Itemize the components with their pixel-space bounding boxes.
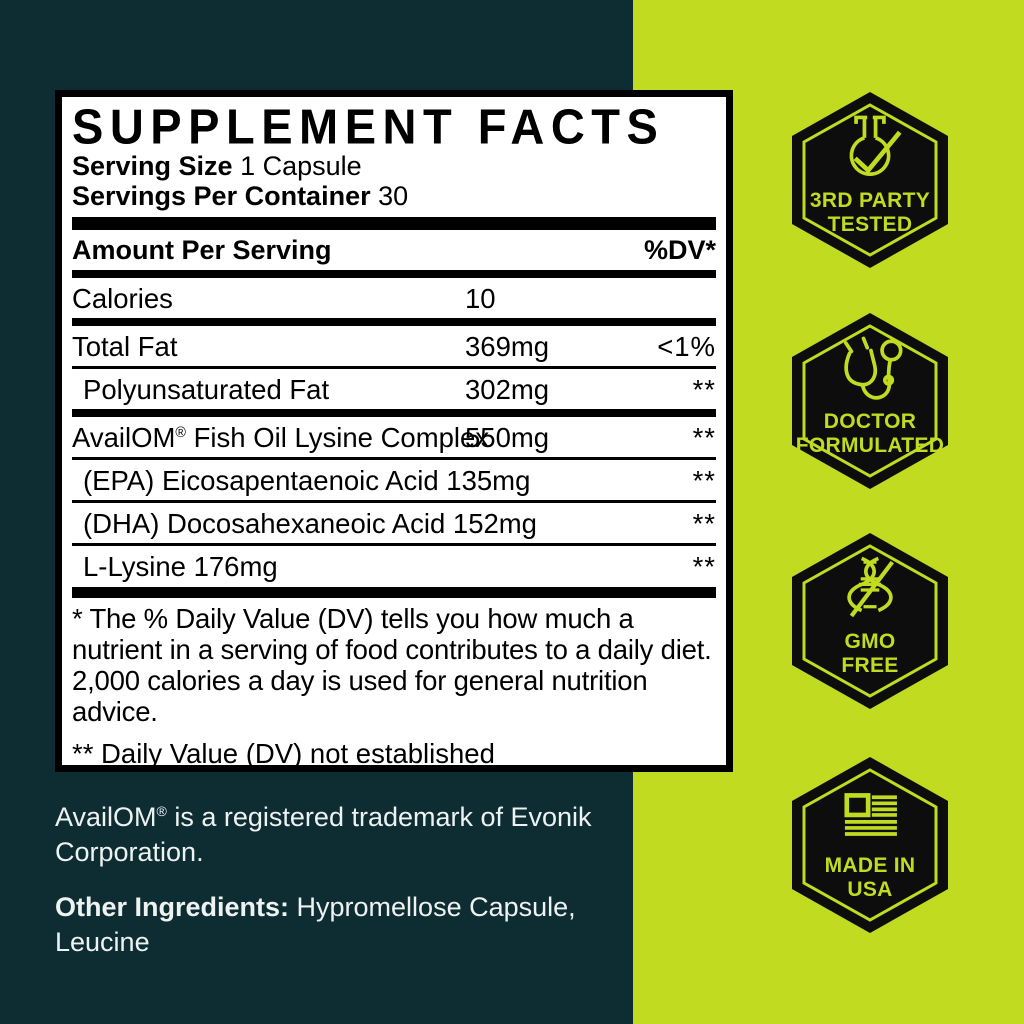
trademark-note: AvailOM® is a registered trademark of Ev… [55,802,592,867]
badge-3rd-party-tested: 3RD PARTY TESTED [792,92,948,268]
table-row-availom-complex: AvailOM® Fish Oil Lysine Complex 550mg *… [72,422,716,453]
table-row-total-fat: Total Fat 369mg <1% [72,331,716,362]
dv-not-established-footnote: ** Daily Value (DV) not established [72,738,495,769]
divider-medium [72,270,716,278]
other-ingredients-value: Hypromellose Capsule, Leucine [55,892,576,957]
table-row-calories: Calories 10 [72,283,496,314]
badge-gmo-free: GMO FREE [792,533,948,709]
servings-per-container-label: Servings Per Container [72,181,371,211]
servings-per-container-line: Servings Per Container 30 [72,181,716,211]
serving-size-value: 1 Capsule [240,151,362,181]
usa-flag-icon [844,793,897,836]
badge-made-in-usa: MADE IN USA [792,757,948,933]
table-row-polyunsaturated-fat: Polyunsaturated Fat 302mg ** [83,374,716,405]
dna-strikethrough-icon [847,556,894,618]
servings-per-container-value: 30 [378,181,409,211]
divider-medium [72,318,716,326]
table-row-l-lysine: L-Lysine 176mg ** [83,551,716,582]
divider-thin [72,366,716,369]
divider-thin [72,457,716,460]
table-row-epa: (EPA) Eicosapentaenoic Acid 135mg ** [83,465,716,496]
table-header-row: Amount Per Serving %DV* [72,232,716,269]
other-ingredients: Other Ingredients: Hypromellose Capsule,… [55,890,595,960]
divider-bottom-thick [72,587,716,598]
badge-label: MADE IN USA [824,854,916,901]
serving-size-label: Serving Size [72,151,233,181]
other-ingredients-label: Other Ingredients: [55,892,290,922]
badge-label: 3RD PARTY TESTED [809,189,931,236]
amount-per-serving-header: Amount Per Serving [72,235,332,265]
panel-title: SUPPLEMENT FACTS [72,98,665,155]
hexagon-shape [792,92,948,268]
table-row-dha: (DHA) Docosahexaneoic Acid 152mg ** [83,508,716,539]
flask-check-icon [849,115,902,176]
divider-thin [72,500,716,503]
divider-thin [72,543,716,546]
registered-mark: ® [156,803,167,819]
hexagon-shape [792,757,948,933]
hexagon-shape [792,313,948,489]
supplement-facts-panel: SUPPLEMENT FACTS Serving Size 1 Capsule … [55,90,733,772]
serving-size-line: Serving Size 1 Capsule [72,151,716,181]
divider-medium [72,409,716,417]
badge-label: GMO FREE [841,630,899,677]
registered-mark: ® [175,424,186,441]
badge-doctor-formulated: DOCTOR FORMULATED [792,313,948,489]
dv-footnote: * The % Daily Value (DV) tells you how m… [72,603,712,727]
dv-header: %DV* [643,235,716,265]
hexagon-shape [792,533,948,709]
badge-label: DOCTOR FORMULATED [795,410,945,457]
divider-thick [72,217,716,230]
stethoscope-icon [844,336,903,400]
